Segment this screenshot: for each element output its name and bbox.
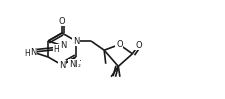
Text: NH: NH bbox=[68, 60, 81, 69]
Text: N: N bbox=[58, 60, 65, 69]
Text: N: N bbox=[60, 41, 66, 50]
Text: O: O bbox=[115, 40, 122, 49]
Text: N: N bbox=[30, 48, 36, 57]
Text: O: O bbox=[58, 17, 65, 26]
Text: ₂: ₂ bbox=[77, 62, 80, 68]
Text: H: H bbox=[53, 44, 59, 53]
Text: N: N bbox=[72, 37, 79, 46]
Text: O: O bbox=[135, 41, 141, 50]
Text: H: H bbox=[24, 49, 30, 58]
